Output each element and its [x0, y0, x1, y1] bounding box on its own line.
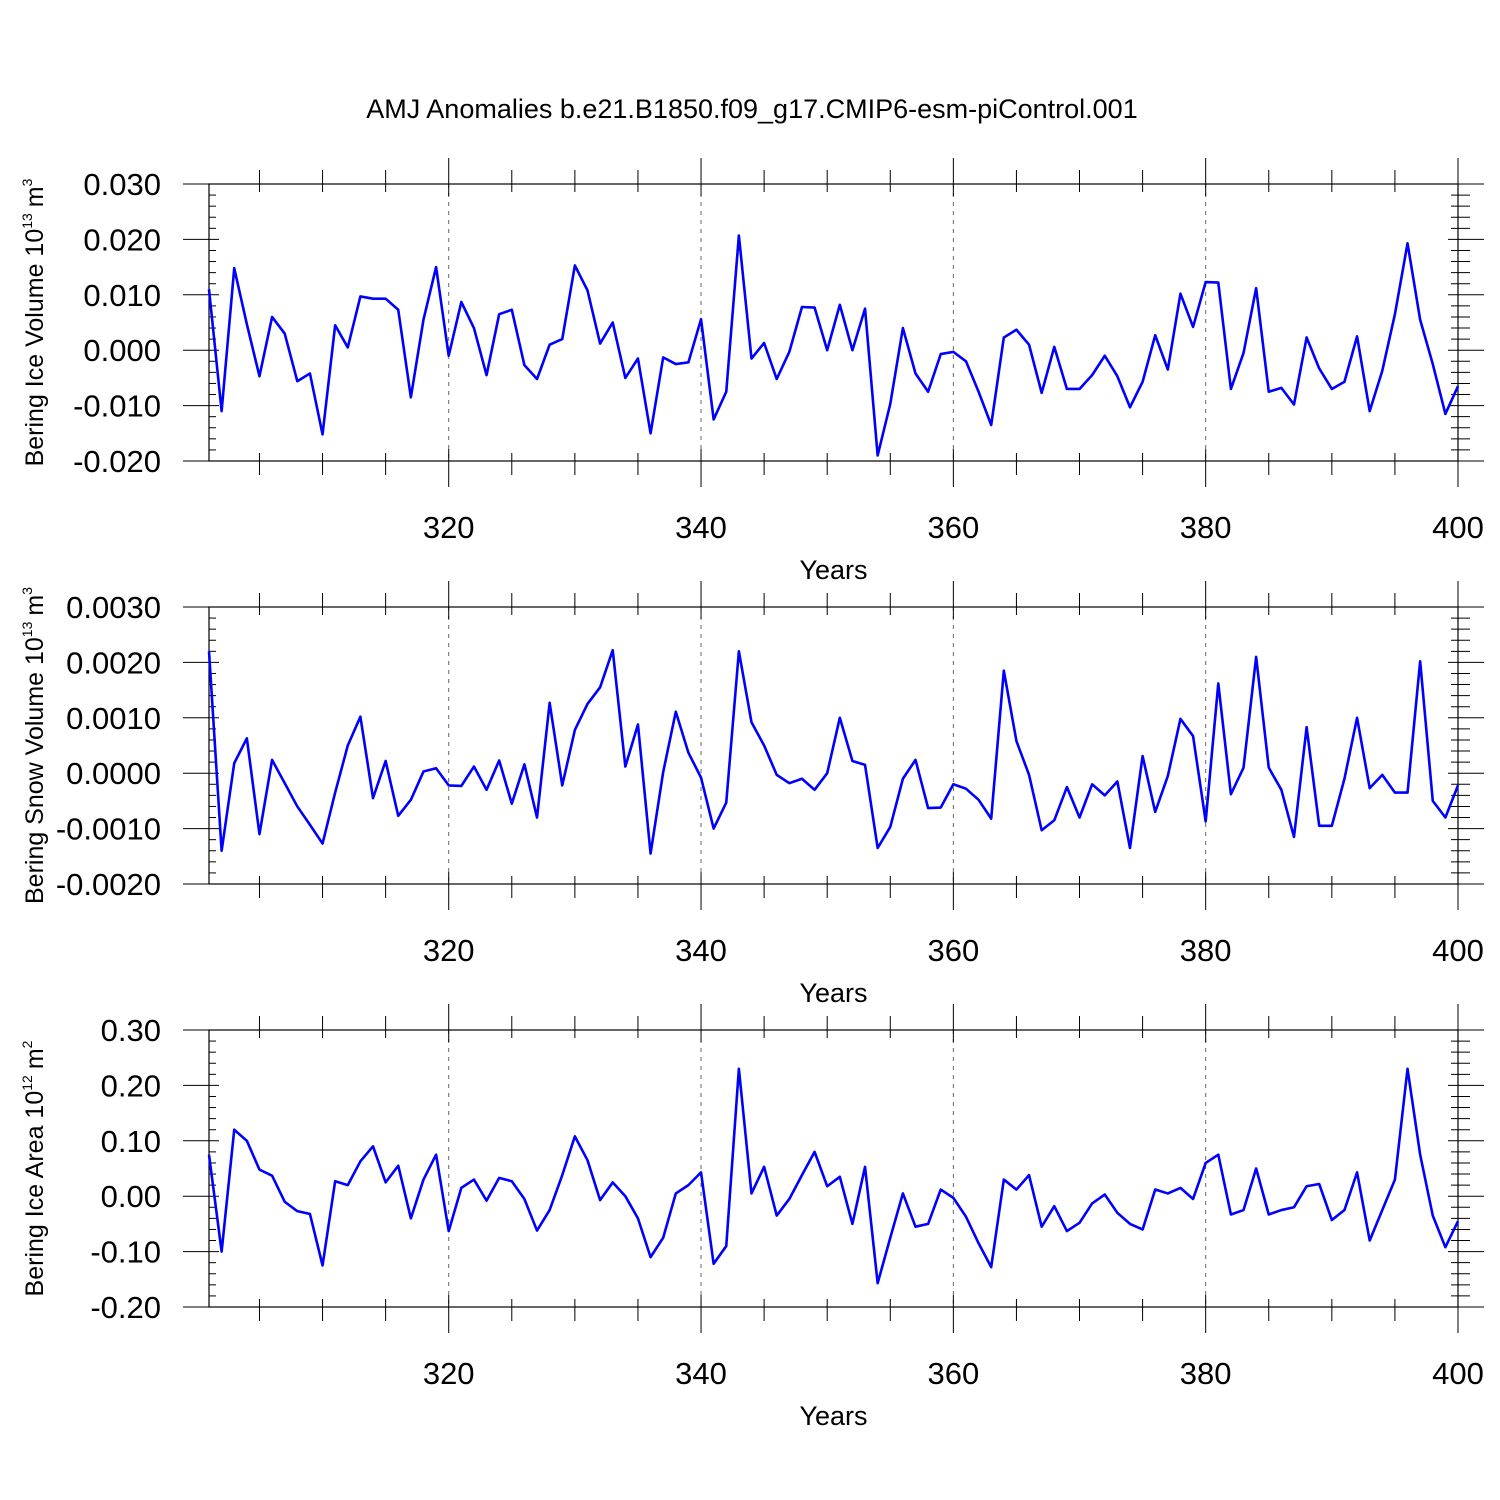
- x-axis-label: Years: [799, 978, 867, 1008]
- y-tick-label: -0.10: [90, 1235, 161, 1270]
- y-axis-label-unit-exponent: 2: [19, 1040, 35, 1048]
- y-axis-label-exponent: 13: [19, 621, 35, 637]
- panel-1: 0.030 0.020 0.010 0.000 -0.010 -0.020 320 340 36…: [19, 158, 1484, 585]
- x-tick-label: 360: [927, 1356, 979, 1391]
- y-tick-label: 0.000: [83, 333, 161, 368]
- x-tick-label: 320: [423, 1356, 475, 1391]
- x-tick-label: 380: [1180, 510, 1232, 545]
- y-tick-label: 0.00: [101, 1179, 161, 1214]
- y-tick-label: 0.0020: [66, 645, 161, 680]
- panel-2: 0.0030 0.0020 0.0010 0.0000 -0.0010 -0.0020 32…: [19, 581, 1484, 1008]
- x-tick-label: 400: [1432, 1356, 1484, 1391]
- y-tick-label: 0.030: [83, 167, 161, 202]
- y-axis-label-exponent: 12: [19, 1075, 35, 1091]
- x-tick-label: 320: [423, 933, 475, 968]
- y-axis-label-text: Bering Ice Area 10: [21, 1091, 49, 1297]
- y-tick-label: -0.0010: [56, 812, 161, 847]
- y-tick-label: 0.0000: [66, 756, 161, 791]
- x-tick-label: 320: [423, 510, 475, 545]
- y-tick-label: -0.020: [73, 444, 161, 479]
- chart-title: AMJ Anomalies b.e21.B1850.f09_g17.CMIP6-…: [366, 94, 1137, 124]
- x-tick-label: 400: [1432, 510, 1484, 545]
- series-line: [207, 648, 1460, 855]
- y-axis-label: Bering Snow Volume 1013 m3: [19, 587, 49, 904]
- y-axis-label-text: Bering Ice Volume 10: [21, 229, 49, 467]
- y-tick-label: 0.020: [83, 222, 161, 257]
- panel-3: 0.30 0.20 0.10 0.00 -0.10 -0.20 320 340 360 380 40…: [19, 1004, 1484, 1431]
- y-tick-label: -0.0020: [56, 867, 161, 902]
- x-tick-label: 400: [1432, 933, 1484, 968]
- y-tick-label: 0.0010: [66, 701, 161, 736]
- plot-frame: [208, 606, 1459, 885]
- x-tick-label: 380: [1180, 1356, 1232, 1391]
- y-axis-label-text: Bering Snow Volume 10: [21, 637, 49, 904]
- series-line: [207, 234, 1460, 457]
- y-axis-label: Bering Ice Volume 1013 m3: [19, 178, 49, 466]
- y-axis-label-exponent: 13: [19, 213, 35, 229]
- y-tick-label: 0.30: [101, 1013, 161, 1048]
- y-tick-label: 0.20: [101, 1068, 161, 1103]
- x-tick-label: 340: [675, 933, 727, 968]
- y-tick-label: 0.0030: [66, 590, 161, 625]
- series-line: [207, 1067, 1460, 1285]
- y-tick-label: 0.010: [83, 278, 161, 313]
- panels: 0.030 0.020 0.010 0.000 -0.010 -0.020 320 340 36…: [19, 158, 1484, 1431]
- y-axis-label-unit: m: [21, 595, 49, 616]
- y-axis-label-unit-exponent: 3: [19, 587, 35, 595]
- plot-frame: [208, 1029, 1459, 1308]
- y-axis-label-unit: m: [21, 186, 49, 207]
- x-axis-label: Years: [799, 555, 867, 585]
- y-axis-label: Bering Ice Area 1012 m2: [19, 1040, 49, 1296]
- plot-frame: [208, 183, 1459, 462]
- x-tick-label: 340: [675, 1356, 727, 1391]
- x-axis-label: Years: [799, 1401, 867, 1431]
- y-tick-label: -0.010: [73, 389, 161, 424]
- y-tick-label: 0.10: [101, 1124, 161, 1159]
- x-tick-label: 360: [927, 510, 979, 545]
- x-tick-label: 340: [675, 510, 727, 545]
- x-tick-label: 380: [1180, 933, 1232, 968]
- x-tick-label: 360: [927, 933, 979, 968]
- y-tick-label: -0.20: [90, 1290, 161, 1325]
- y-axis-label-unit: m: [21, 1048, 49, 1069]
- y-axis-label-unit-exponent: 3: [19, 178, 35, 186]
